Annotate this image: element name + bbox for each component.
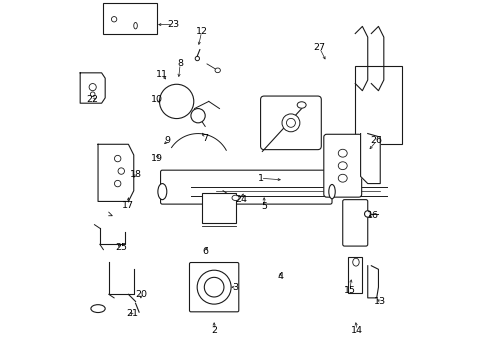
Ellipse shape <box>338 149 346 157</box>
Text: 1: 1 <box>257 174 263 183</box>
Ellipse shape <box>91 305 105 312</box>
Ellipse shape <box>297 102 305 108</box>
Text: 10: 10 <box>151 95 163 104</box>
Text: 4: 4 <box>277 272 283 281</box>
Text: 13: 13 <box>373 297 386 306</box>
Ellipse shape <box>364 211 370 217</box>
Polygon shape <box>360 134 380 184</box>
FancyBboxPatch shape <box>160 170 331 204</box>
Text: 14: 14 <box>350 325 362 334</box>
Ellipse shape <box>89 84 96 91</box>
Ellipse shape <box>134 22 137 29</box>
Polygon shape <box>367 266 378 298</box>
Text: 12: 12 <box>195 27 207 36</box>
Polygon shape <box>80 73 105 103</box>
Bar <box>103 3 157 33</box>
Polygon shape <box>370 26 383 91</box>
FancyBboxPatch shape <box>342 200 367 246</box>
Text: 23: 23 <box>166 20 179 29</box>
Text: 24: 24 <box>234 195 246 204</box>
Text: 8: 8 <box>177 59 183 68</box>
Text: 9: 9 <box>164 136 170 145</box>
Text: 26: 26 <box>370 136 382 145</box>
Ellipse shape <box>352 258 358 266</box>
Text: 7: 7 <box>202 134 208 143</box>
Ellipse shape <box>168 94 184 109</box>
Ellipse shape <box>172 97 181 106</box>
Text: 11: 11 <box>156 70 168 79</box>
FancyBboxPatch shape <box>323 134 361 197</box>
Ellipse shape <box>158 184 166 200</box>
Bar <box>347 257 362 293</box>
Ellipse shape <box>282 114 299 132</box>
Polygon shape <box>98 144 134 202</box>
Text: 15: 15 <box>343 286 355 295</box>
Ellipse shape <box>204 277 224 297</box>
Ellipse shape <box>111 17 117 22</box>
Ellipse shape <box>195 57 199 61</box>
Ellipse shape <box>338 162 346 170</box>
Text: 25: 25 <box>115 243 127 252</box>
FancyBboxPatch shape <box>260 96 321 150</box>
Ellipse shape <box>190 109 205 123</box>
Text: 21: 21 <box>126 310 138 319</box>
Ellipse shape <box>118 168 124 174</box>
Text: 20: 20 <box>135 290 146 299</box>
Ellipse shape <box>215 68 220 73</box>
Bar <box>201 193 235 223</box>
FancyBboxPatch shape <box>189 262 238 312</box>
Bar <box>354 66 401 144</box>
Ellipse shape <box>231 195 239 201</box>
Text: 16: 16 <box>366 211 378 220</box>
Ellipse shape <box>338 174 346 182</box>
Polygon shape <box>354 26 367 91</box>
Ellipse shape <box>328 184 335 199</box>
Text: 17: 17 <box>122 201 134 210</box>
Text: 27: 27 <box>313 43 325 52</box>
Ellipse shape <box>90 92 95 96</box>
Ellipse shape <box>197 270 231 304</box>
Ellipse shape <box>164 89 188 113</box>
Text: 18: 18 <box>129 170 141 179</box>
Ellipse shape <box>159 84 193 118</box>
Text: 2: 2 <box>211 325 217 334</box>
Ellipse shape <box>114 180 121 187</box>
Text: 5: 5 <box>261 202 266 211</box>
Text: 19: 19 <box>151 154 163 163</box>
Ellipse shape <box>114 156 121 162</box>
Text: 22: 22 <box>86 95 99 104</box>
Ellipse shape <box>286 118 295 127</box>
Text: 6: 6 <box>202 247 208 256</box>
Text: 3: 3 <box>232 283 238 292</box>
